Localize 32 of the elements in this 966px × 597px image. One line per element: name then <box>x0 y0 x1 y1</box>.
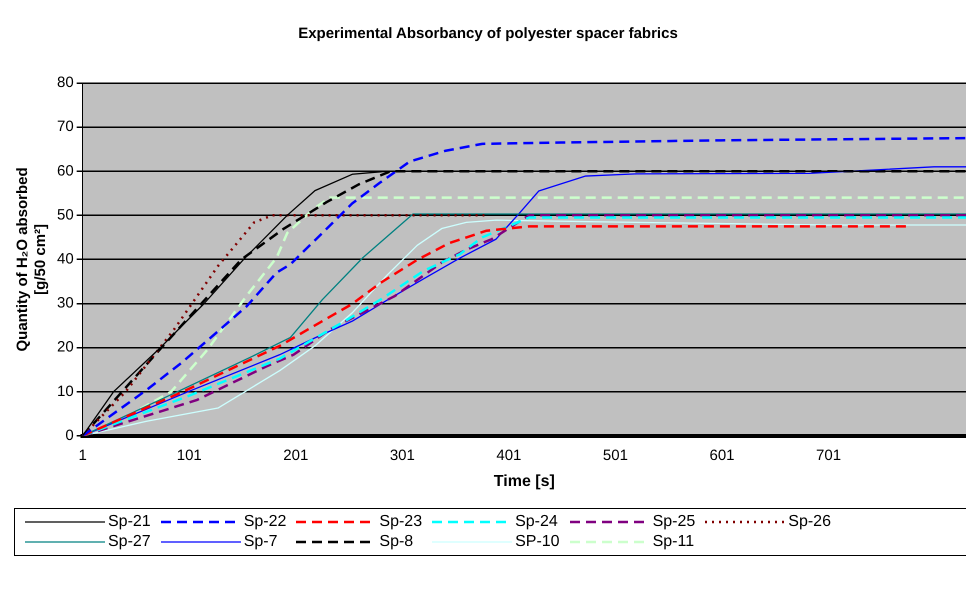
x-tick-label: 701 <box>816 446 842 464</box>
x-tick-label: 601 <box>709 446 735 464</box>
legend-label: Sp-26 <box>788 513 831 531</box>
x-tick-label: 201 <box>283 446 308 464</box>
x-tick-label: 1 <box>78 446 87 464</box>
y-axis-title: Quantity of H₂O absorbed [g/50 cm²] <box>14 167 50 352</box>
legend-label: SP-10 <box>515 533 560 551</box>
y-tick-label: 50 <box>56 206 74 224</box>
x-tick-label: 501 <box>602 446 628 464</box>
x-tick-label: 301 <box>390 446 415 464</box>
x-tick-label: 401 <box>496 446 522 464</box>
line-series <box>82 214 486 436</box>
y-tick-label: 10 <box>56 382 74 400</box>
legend-label: Sp-22 <box>244 513 286 531</box>
chart-title: Experimental Absorbancy of polyester spacer fabrics <box>298 25 678 42</box>
y-tick-label: 60 <box>56 162 74 180</box>
y-tick-label: 20 <box>56 338 74 356</box>
y-tick-label: 30 <box>56 294 74 312</box>
y-tick-label: 70 <box>56 118 74 136</box>
legend-label: Sp-21 <box>108 513 151 531</box>
legend-label: Sp-23 <box>379 513 422 531</box>
legend-label: Sp-11 <box>652 533 694 551</box>
legend-label: Sp-24 <box>515 513 558 531</box>
y-tick-label: 80 <box>56 74 74 92</box>
legend-label: Sp-25 <box>652 513 696 531</box>
legend-label: Sp-8 <box>379 533 414 551</box>
legend-label: Sp-7 <box>244 533 278 551</box>
y-tick-label: 0 <box>65 426 74 444</box>
x-axis-title: Time [s] <box>494 472 555 490</box>
legend-label: Sp-27 <box>108 533 151 551</box>
y-tick-label: 40 <box>56 250 74 268</box>
x-tick-label: 101 <box>176 446 202 464</box>
